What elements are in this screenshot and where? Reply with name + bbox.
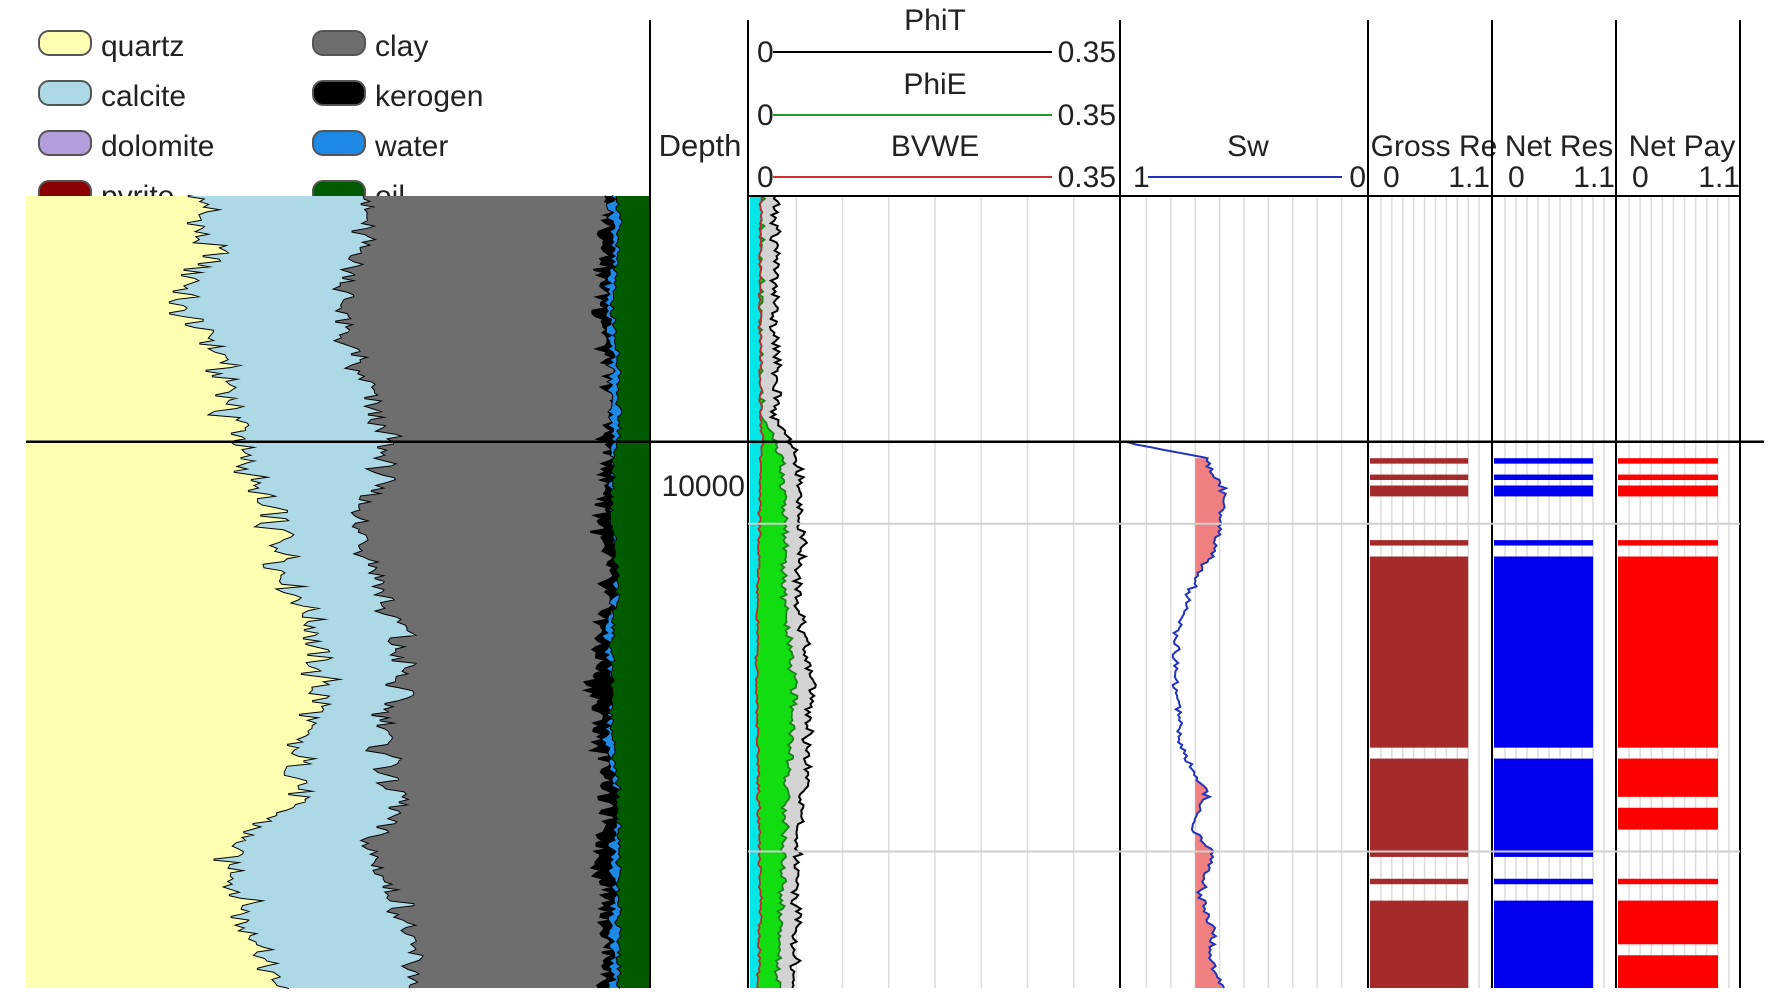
phie-scale-min: 0 xyxy=(757,99,774,132)
flag-interval xyxy=(1494,540,1594,546)
lithology-fill-oil xyxy=(609,196,650,988)
flag-interval xyxy=(1618,900,1718,945)
legend-swatch-kerogen xyxy=(312,80,366,106)
flag-track-0 xyxy=(1370,196,1480,988)
saturation-track xyxy=(1125,196,1343,989)
sw-scale-min: 1 xyxy=(1133,161,1150,194)
legend-item-kerogen: kerogen xyxy=(312,80,483,113)
flag-interval xyxy=(1618,955,1718,988)
legend-swatch-quartz xyxy=(38,30,92,56)
flag-interval xyxy=(1494,474,1594,481)
lithology-fill-calcite xyxy=(169,196,424,988)
legend-label-calcite: calcite xyxy=(101,80,186,113)
lithology-fill-water xyxy=(601,196,623,988)
legend-item-quartz: quartz xyxy=(38,30,184,63)
net-pay-title: Net Pay xyxy=(1629,130,1736,163)
flag-interval xyxy=(1494,758,1594,857)
flag-interval xyxy=(1370,900,1469,988)
flag-track-1 xyxy=(1494,196,1605,988)
legend-item-water: water xyxy=(312,130,448,163)
track-frame xyxy=(26,20,1764,988)
legend-label-kerogen: kerogen xyxy=(375,80,483,113)
gross-res-title: Gross Re xyxy=(1371,130,1498,163)
phit-title: PhiT xyxy=(904,4,966,37)
flag-interval xyxy=(1618,485,1718,497)
legend-swatch-water xyxy=(312,130,366,156)
legend-label-clay: clay xyxy=(375,30,428,63)
bvwe-curve xyxy=(754,195,765,988)
net-pay-scale-max: 1.1 xyxy=(1698,161,1740,194)
flag-interval xyxy=(1370,458,1469,464)
depth-tick-label: 10000 xyxy=(662,470,745,503)
legend-label-quartz: quartz xyxy=(101,30,184,63)
flag-interval xyxy=(1618,556,1718,748)
flag-interval xyxy=(1494,900,1594,988)
header-scale-lines xyxy=(773,51,1342,178)
legend-swatch-calcite xyxy=(38,80,92,106)
flag-interval xyxy=(1370,485,1469,497)
flag-track-2 xyxy=(1618,196,1730,988)
lithology-fill-clay xyxy=(334,196,618,988)
bvwe-scale-min: 0 xyxy=(757,161,774,194)
sw-header: Sw 1 0 xyxy=(1133,130,1366,194)
legend-item-dolomite: dolomite xyxy=(38,130,214,163)
net-res-scale-min: 0 xyxy=(1508,161,1525,194)
legend-swatch-clay xyxy=(312,30,366,56)
lithology-track xyxy=(26,195,650,989)
net-res-scale-max: 1.1 xyxy=(1573,161,1615,194)
flag-interval xyxy=(1618,758,1718,797)
phit-fill xyxy=(758,196,816,988)
plot-area xyxy=(26,20,1764,989)
legend-item-clay: clay xyxy=(312,30,428,63)
flag-interval xyxy=(1618,540,1718,546)
porosity-headers: PhiT 0 0.35 PhiE 0 0.35 BVWE 0 0.35 xyxy=(757,4,1116,194)
flag-interval xyxy=(1494,485,1594,497)
gross-res-scale-max: 1.1 xyxy=(1448,161,1490,194)
flag-interval xyxy=(1370,758,1469,857)
flag-interval xyxy=(1618,878,1718,885)
flag-headers: Gross Re 0 1.1 Net Res 0 1.1 Net Pay 0 1… xyxy=(1371,130,1740,194)
net-pay-scale-min: 0 xyxy=(1632,161,1649,194)
phit-scale-max: 0.35 xyxy=(1058,36,1116,69)
porosity-track xyxy=(750,195,1075,989)
bvwe-fill xyxy=(750,196,764,988)
bvwe-scale-max: 0.35 xyxy=(1058,161,1116,194)
legend: quartz calcite dolomite pyrite clay kero… xyxy=(38,30,483,213)
legend-swatch-dolomite xyxy=(38,130,92,156)
phit-curve xyxy=(768,195,817,989)
flag-interval xyxy=(1370,556,1469,748)
sw-fill xyxy=(1195,458,1226,988)
phie-title: PhiE xyxy=(903,68,966,101)
flag-interval xyxy=(1370,474,1469,481)
net-res-title: Net Res xyxy=(1505,130,1613,163)
gross-res-scale-min: 0 xyxy=(1383,161,1400,194)
depth-header: Depth xyxy=(659,128,742,163)
phit-scale-min: 0 xyxy=(757,36,774,69)
legend-label-water: water xyxy=(374,130,448,163)
flag-interval xyxy=(1370,540,1469,546)
flag-interval xyxy=(1494,556,1594,748)
legend-label-dolomite: dolomite xyxy=(101,130,214,163)
lithology-fill-quartz xyxy=(26,196,344,988)
flag-interval xyxy=(1618,474,1718,481)
flag-interval xyxy=(1494,878,1594,885)
bvwe-title: BVWE xyxy=(891,130,979,163)
flag-interval xyxy=(1618,807,1718,830)
sw-curve xyxy=(1125,440,1229,989)
phie-scale-max: 0.35 xyxy=(1058,99,1116,132)
flag-interval xyxy=(1370,878,1469,885)
sw-scale-max: 0 xyxy=(1349,161,1366,194)
sw-title: Sw xyxy=(1227,130,1269,163)
flag-interval xyxy=(1494,458,1594,464)
flag-interval xyxy=(1618,458,1718,464)
legend-item-calcite: calcite xyxy=(38,80,186,113)
depth-tick-labels: 10000 xyxy=(662,470,745,503)
